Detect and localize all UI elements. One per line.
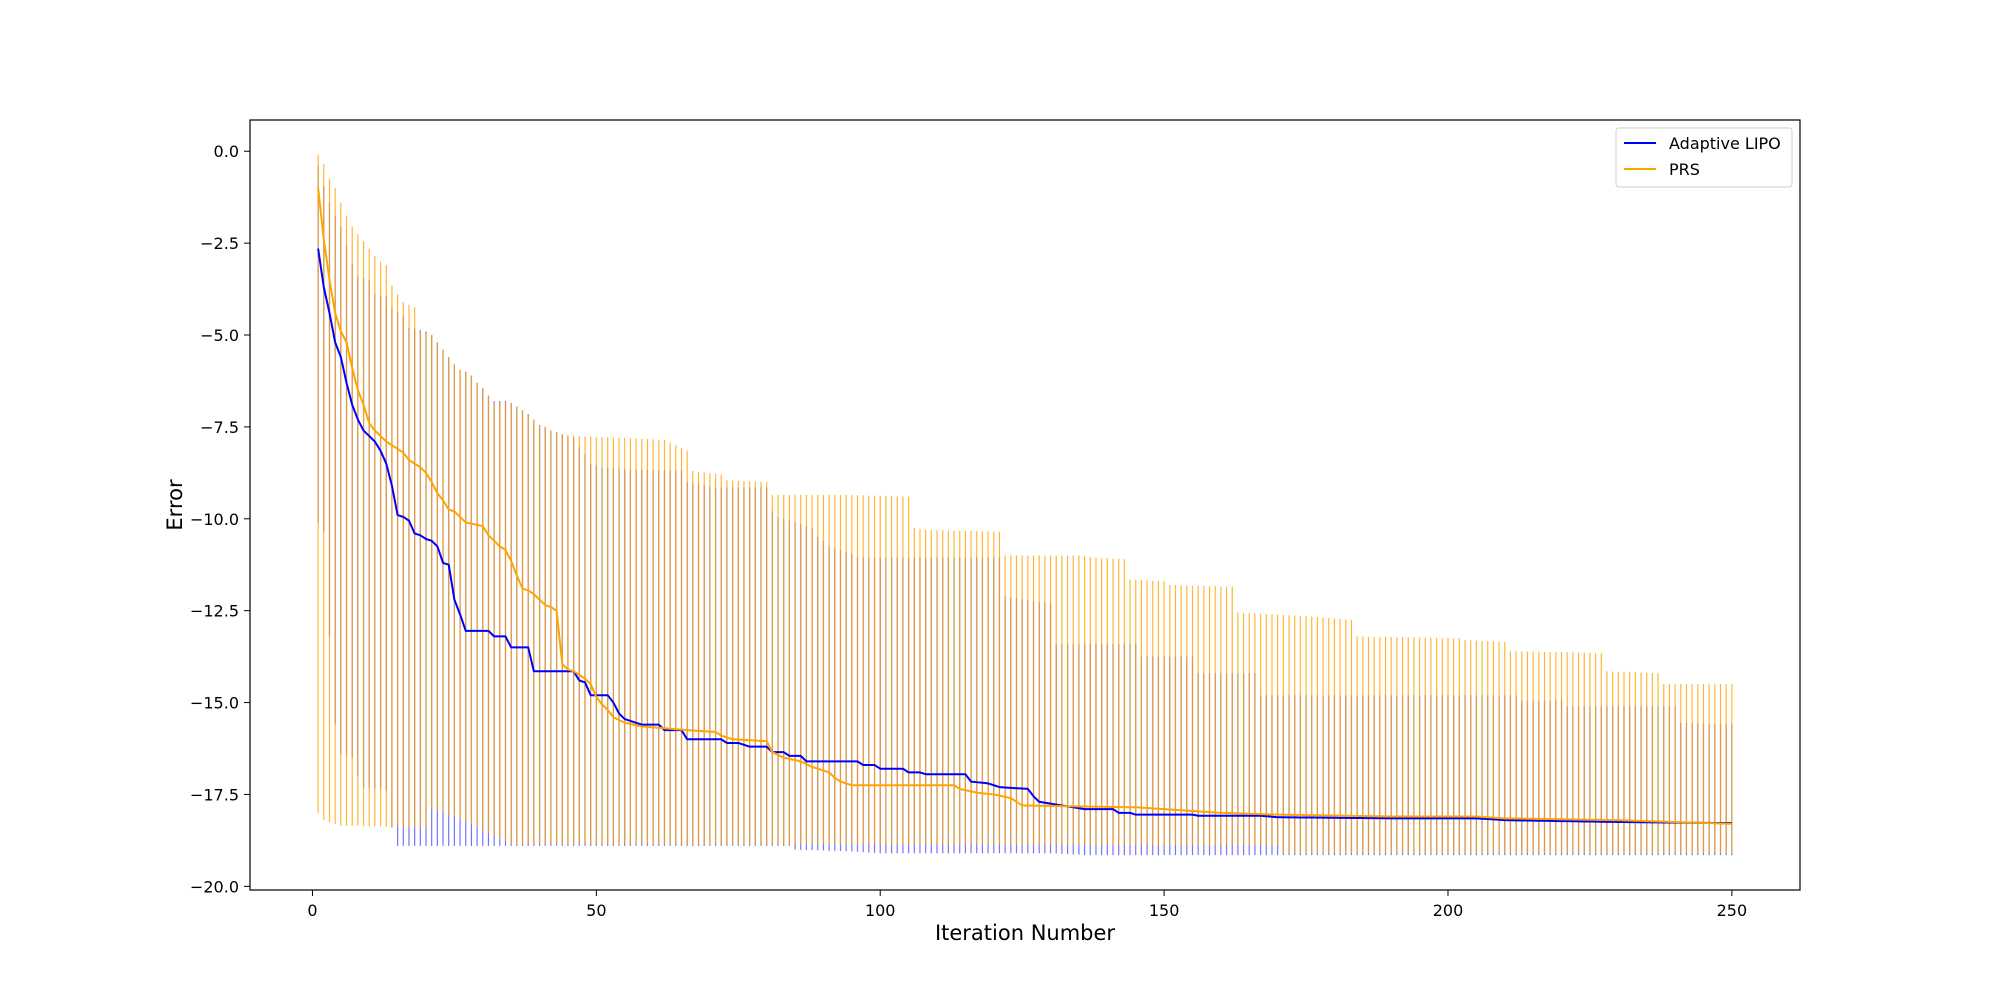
y-tick-label: −20.0 bbox=[190, 877, 239, 896]
y-axis: 0.0 −2.5 −5.0 −7.5 −10.0 −12.5 −15.0 −17.5 −20.0 bbox=[190, 142, 250, 896]
y-axis-title: Error bbox=[163, 479, 187, 531]
y-tick-label: 0.0 bbox=[214, 142, 239, 161]
x-tick-label: 250 bbox=[1717, 901, 1748, 920]
y-tick-label: −7.5 bbox=[200, 418, 239, 437]
plot-area-frame bbox=[249, 119, 1801, 891]
series-line-prs bbox=[317, 187, 1732, 825]
y-tick-label: −5.0 bbox=[200, 326, 239, 345]
y-tick-label: −15.0 bbox=[190, 694, 239, 713]
legend-label-adaptive-lipo: Adaptive LIPO bbox=[1669, 134, 1781, 153]
legend[interactable]: Adaptive LIPO PRS bbox=[1615, 127, 1793, 188]
y-tick-label: −17.5 bbox=[190, 785, 239, 804]
series-line-adaptive-lipo bbox=[317, 248, 1732, 825]
legend-box bbox=[1615, 127, 1793, 188]
x-axis: 0 50 100 150 200 250 bbox=[307, 890, 1747, 920]
x-tick-label: 100 bbox=[865, 901, 896, 920]
legend-label-prs: PRS bbox=[1669, 160, 1700, 179]
series-lines bbox=[317, 187, 1732, 825]
x-tick-label: 0 bbox=[307, 901, 317, 920]
x-tick-label: 50 bbox=[586, 901, 606, 920]
y-tick-label: −2.5 bbox=[200, 234, 239, 253]
y-tick-label: −12.5 bbox=[190, 602, 239, 621]
x-tick-label: 200 bbox=[1433, 901, 1464, 920]
x-axis-title: Iteration Number bbox=[935, 921, 1115, 945]
x-tick-label: 150 bbox=[1149, 901, 1180, 920]
y-tick-label: −10.0 bbox=[190, 510, 239, 529]
